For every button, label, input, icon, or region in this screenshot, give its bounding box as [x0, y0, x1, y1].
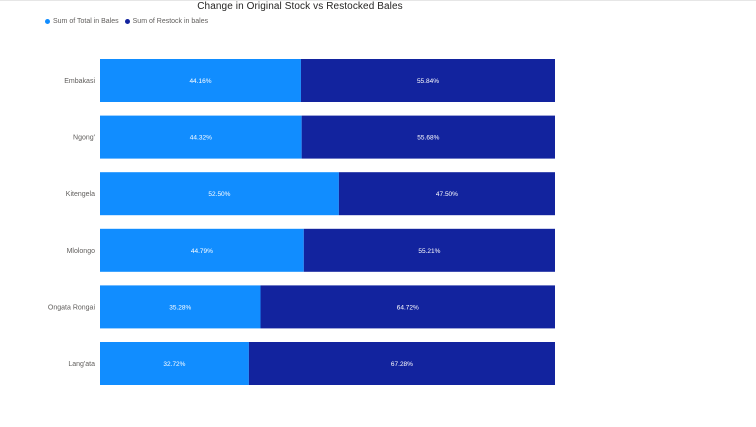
data-label: 44.32% [190, 135, 212, 142]
data-label: 44.16% [189, 78, 211, 85]
data-label: 52.50% [208, 191, 230, 198]
top-divider [0, 0, 756, 1]
bar-total[interactable] [100, 285, 261, 329]
legend-label-restock: Sum of Restock in bales [132, 18, 209, 25]
bar-restock[interactable] [301, 115, 555, 159]
category-label: Ongata Rongai [48, 304, 96, 311]
data-label: 55.84% [417, 78, 439, 85]
bar-restock[interactable] [260, 285, 555, 329]
category-label: Kitengela [66, 191, 95, 198]
bar-total[interactable] [100, 59, 301, 102]
category-label: Lang'ata [68, 361, 95, 368]
bar-restock[interactable] [303, 228, 555, 272]
data-label: 44.79% [191, 248, 213, 255]
bar-restock[interactable] [338, 172, 555, 216]
data-label: 32.72% [163, 361, 185, 368]
data-label: 55.68% [417, 135, 439, 142]
bar-total[interactable] [100, 228, 304, 272]
category-label: Mlolongo [67, 248, 96, 255]
bar-total[interactable] [100, 115, 302, 159]
legend: Sum of Total in Bales Sum of Restock in … [45, 18, 210, 25]
data-label: 55.21% [418, 248, 440, 255]
legend-dot-restock [124, 19, 130, 24]
chart-title: Change in Original Stock vs Restocked Ba… [197, 1, 403, 12]
bar-total[interactable] [100, 172, 339, 216]
category-label: Ngong' [73, 135, 95, 142]
legend-item-restock[interactable]: Sum of Restock in bales [124, 18, 209, 25]
category-label: Embakasi [64, 78, 95, 85]
bar-total[interactable] [100, 342, 249, 385]
legend-dot-total [45, 19, 50, 24]
legend-item-total[interactable]: Sum of Total in Bales [45, 18, 119, 25]
legend-label-total: Sum of Total in Bales [53, 18, 119, 25]
data-label: 35.28% [169, 304, 191, 311]
bar-restock[interactable] [248, 342, 555, 385]
bar-restock[interactable] [300, 59, 555, 102]
data-label: 67.28% [391, 361, 413, 368]
data-label: 64.72% [397, 304, 419, 311]
data-label: 47.50% [436, 191, 458, 198]
